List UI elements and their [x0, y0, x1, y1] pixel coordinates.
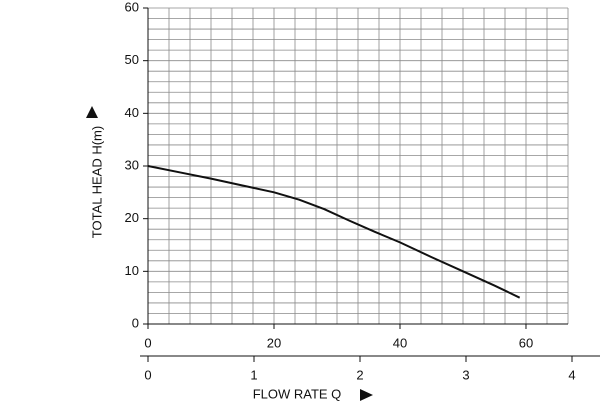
x2-tick-label: 3 — [462, 367, 469, 382]
y-tick-label: 50 — [125, 52, 139, 67]
x-tick-label: 20 — [267, 335, 281, 350]
y-axis-label: TOTAL HEAD H(m) — [89, 126, 104, 238]
y-tick-label: 30 — [125, 157, 139, 172]
y-tick-label: 10 — [125, 263, 139, 278]
x-tick-label: 40 — [393, 335, 407, 350]
curve — [147, 165, 521, 299]
y-tick-label: 60 — [125, 0, 139, 14]
x-tick-label: 0 — [144, 335, 151, 350]
x2-tick-label: 2 — [356, 367, 363, 382]
x2-tick-label: 1 — [250, 367, 257, 382]
y-arrow — [86, 106, 98, 118]
y-tick-label: 0 — [132, 315, 139, 330]
x-arrow — [360, 389, 373, 401]
y-tick-label: 40 — [125, 105, 139, 120]
y-tick-label: 20 — [125, 210, 139, 225]
x2-tick-label: 4 — [568, 367, 575, 382]
x-tick-label: 60 — [519, 335, 533, 350]
x-axis-label: FLOW RATE Q — [253, 386, 342, 401]
x2-tick-label: 0 — [144, 367, 151, 382]
